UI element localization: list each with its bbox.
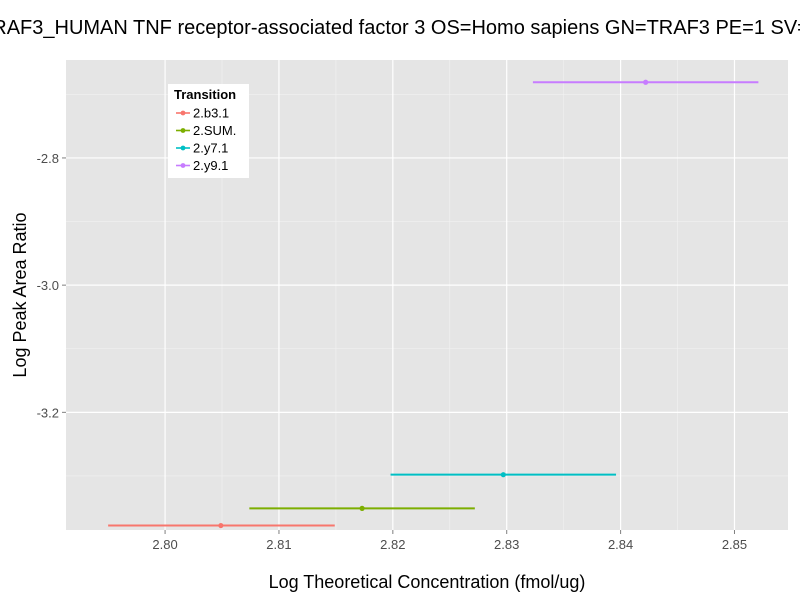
x-tick-label: 2.81 [266, 537, 291, 552]
x-tick-label: 2.82 [380, 537, 405, 552]
y-tick-label: -3.0 [37, 278, 59, 293]
data-point-2.y9.1 [643, 79, 649, 85]
legend-label: 2.SUM. [193, 123, 236, 138]
legend-key-point [180, 145, 186, 151]
y-tick-label: -2.8 [37, 151, 59, 166]
y-axis-label: Log Peak Area Ratio [10, 212, 30, 377]
x-tick-label: 2.80 [152, 537, 177, 552]
legend-items: 2.b3.1 2.SUM. 2.y7.1 2.y9.1 [176, 106, 236, 173]
y-axis-ticks: -2.8 -3.0 -3.2 [37, 151, 66, 420]
legend-label: 2.y7.1 [193, 141, 228, 156]
data-point-2.SUM. [359, 505, 365, 511]
series-layer [108, 79, 759, 529]
x-tick-label: 2.84 [608, 537, 633, 552]
legend: Transition 2.b3.1 2.SUM. 2.y7.1 2.y9.1 [168, 84, 249, 178]
legend-key-point [180, 163, 186, 168]
x-tick-label: 2.85 [722, 537, 747, 552]
legend-label: 2.b3.1 [193, 106, 229, 121]
data-point-2.y7.1 [500, 472, 506, 478]
data-point-2.b3.1 [218, 522, 224, 529]
x-axis-ticks: 2.80 2.81 2.82 2.83 2.84 2.85 [152, 530, 747, 552]
x-axis-label: Log Theoretical Concentration (fmol/ug) [269, 572, 586, 592]
x-tick-label: 2.83 [494, 537, 519, 552]
legend-key-point [180, 110, 186, 116]
legend-title: Transition [174, 87, 236, 102]
legend-key-point [180, 128, 186, 133]
chart-title: TRAF3_HUMAN TNF receptor-associated fact… [0, 17, 800, 39]
y-tick-label: -3.2 [37, 405, 59, 420]
legend-label: 2.y9.1 [193, 158, 228, 173]
